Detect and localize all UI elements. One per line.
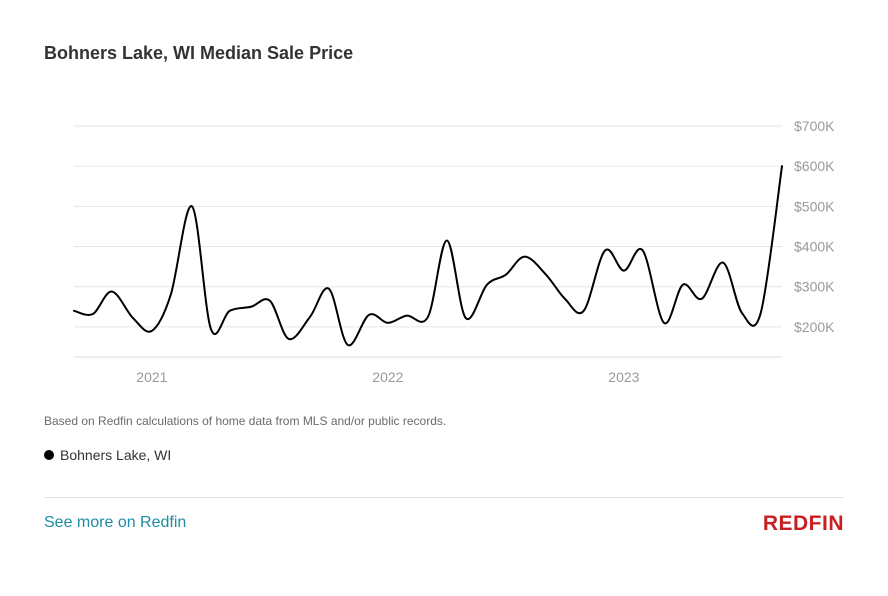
chart-plot: $200K$300K$400K$500K$600K$700K 2021 2022 2…: [73, 118, 835, 385]
divider: [44, 497, 844, 498]
x-tick-label: 2023: [608, 369, 639, 385]
y-tick-label: $400K: [794, 239, 835, 255]
legend: Bohners Lake, WI: [44, 447, 171, 463]
x-tick-label: 2021: [136, 369, 167, 385]
y-axis-ticks: $200K $300K $400K $500K $600K $700K: [794, 118, 835, 335]
y-tick-label: $200K: [794, 319, 835, 335]
redfin-logo: REDFIN: [762, 512, 844, 535]
x-axis-ticks: 2021 2022 2023: [136, 369, 639, 385]
legend-marker: [44, 450, 54, 460]
series-line-bohners-lake: [73, 165, 783, 347]
x-tick-label: 2022: [372, 369, 403, 385]
legend-label: Bohners Lake, WI: [60, 447, 172, 463]
y-tick-label: $300K: [794, 279, 835, 295]
data-source-note: Based on Redfin calculations of home dat…: [44, 414, 447, 428]
y-tick-label: $700K: [794, 118, 835, 134]
see-more-link[interactable]: See more on Redfin: [44, 514, 187, 531]
y-tick-label: $500K: [794, 198, 835, 214]
chart-title: Bohners Lake, WI Median Sale Price: [44, 43, 354, 63]
y-tick-label: $600K: [794, 158, 835, 174]
gridlines: [74, 125, 782, 358]
